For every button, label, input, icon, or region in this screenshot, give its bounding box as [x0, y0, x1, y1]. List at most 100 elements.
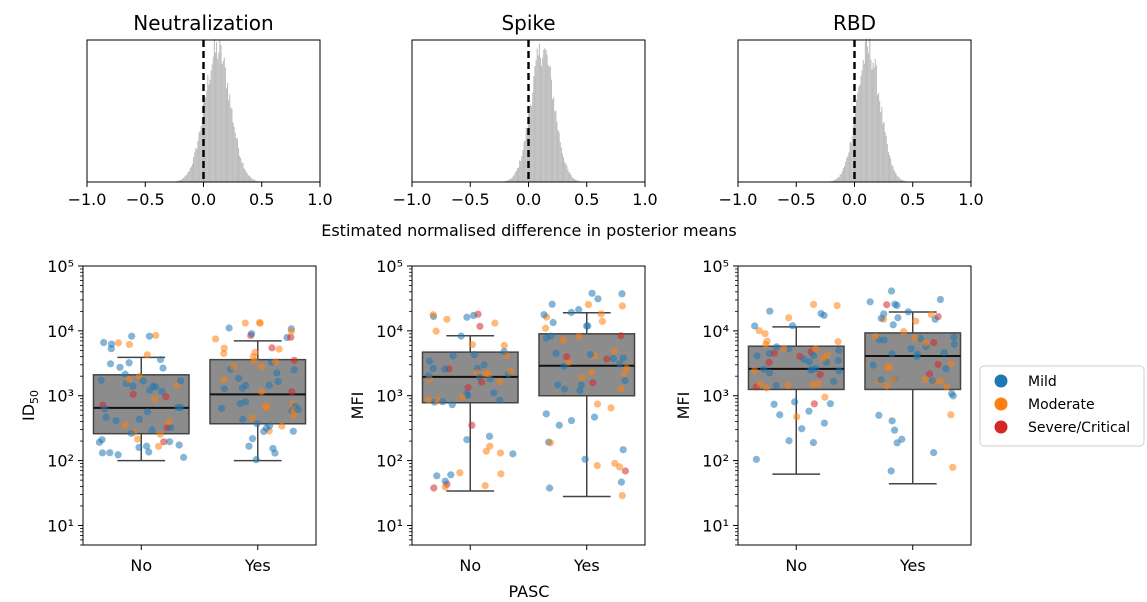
data-point: [609, 354, 617, 363]
data-point: [476, 322, 484, 330]
histogram-bar: [536, 48, 538, 183]
data-point: [165, 418, 173, 426]
data-point: [615, 463, 624, 471]
histogram-bar: [573, 178, 576, 182]
bottom-x-axis-label: PASC: [509, 582, 550, 601]
data-point: [598, 317, 606, 325]
data-point: [290, 366, 298, 374]
y-tick-label: 10³: [702, 387, 729, 406]
data-point: [540, 311, 548, 319]
x-tick-label: Yes: [244, 556, 271, 575]
histogram-bar: [190, 166, 192, 182]
histogram-bar: [556, 121, 558, 182]
y-tick-label: 10⁵: [702, 257, 729, 276]
histogram-bar: [225, 88, 228, 182]
histogram-bar: [847, 155, 849, 182]
data-point: [907, 345, 915, 353]
data-point: [258, 363, 266, 371]
histogram-bar: [533, 76, 535, 182]
data-point: [262, 424, 270, 432]
data-point: [821, 393, 829, 401]
data-point: [143, 442, 151, 450]
data-point: [486, 442, 494, 450]
y-tick-label: 10²: [47, 452, 74, 471]
x-tick-label: 0.0: [191, 190, 216, 209]
shared-x-axis-label: Estimated normalised difference in poste…: [321, 221, 737, 240]
histogram-bar: [528, 112, 531, 182]
data-point: [834, 356, 842, 364]
x-tick-label: No: [785, 556, 807, 575]
data-point: [152, 331, 160, 339]
legend-label: Severe/Critical: [1028, 420, 1130, 436]
data-point: [443, 315, 451, 323]
data-point: [880, 336, 888, 344]
histogram-bar: [567, 169, 569, 182]
histogram-bar: [250, 177, 252, 182]
histogram-bar: [547, 65, 549, 182]
data-point: [921, 376, 929, 384]
histogram-bar: [205, 97, 207, 182]
data-point: [930, 449, 938, 457]
histogram-bar: [247, 175, 249, 182]
histogram-bar: [872, 62, 874, 182]
x-tick-label: 0.5: [900, 190, 925, 209]
histogram-bar: [507, 180, 509, 182]
data-point: [890, 426, 899, 434]
histogram-bar: [870, 59, 872, 182]
histogram-bar: [523, 141, 525, 182]
box-no: [92, 374, 190, 435]
histogram-bar: [216, 42, 218, 182]
y-axis-label: MFI: [348, 392, 367, 420]
histogram-bar: [527, 113, 529, 182]
data-point: [947, 411, 955, 419]
data-point: [926, 370, 934, 378]
data-point: [166, 438, 174, 446]
histogram-bar: [522, 149, 524, 182]
data-point: [586, 350, 595, 358]
data-point: [273, 369, 281, 377]
histogram-bar: [245, 171, 247, 182]
data-point: [875, 411, 883, 419]
histogram-bar: [510, 178, 512, 182]
data-point: [548, 300, 556, 308]
histogram-bar: [234, 132, 236, 182]
data-point: [820, 419, 828, 427]
data-point: [950, 340, 959, 348]
histogram-bar: [857, 93, 859, 182]
histogram-bar: [895, 173, 897, 182]
data-point: [251, 348, 259, 357]
data-point: [114, 451, 122, 459]
histogram-bar: [186, 174, 188, 182]
histogram-bar: [515, 171, 517, 182]
data-point: [238, 384, 246, 392]
data-point: [143, 408, 152, 416]
data-point: [780, 344, 788, 353]
histogram-bar: [851, 136, 853, 182]
histogram-bar: [896, 176, 898, 182]
histogram-bar: [882, 123, 884, 182]
histogram-bar: [838, 176, 840, 182]
histogram-bar: [244, 169, 246, 182]
data-point: [593, 400, 602, 408]
histogram-bar: [553, 97, 555, 182]
histogram-bar: [243, 168, 245, 182]
histogram-bar: [256, 180, 258, 182]
histogram-bar: [524, 140, 526, 182]
data-point: [287, 327, 296, 335]
histogram-bar: [904, 180, 906, 182]
data-point: [287, 333, 295, 341]
data-point: [784, 381, 792, 390]
histogram-bar: [237, 148, 240, 182]
data-point: [788, 322, 797, 330]
histogram-bar: [862, 60, 864, 182]
histogram-bar: [200, 125, 202, 182]
histogram-panel-rbd: −1.0 −0.5 0.0 0.5 1.0 RBD: [719, 11, 984, 209]
histogram-bar: [177, 180, 179, 182]
x-tick-label: No: [130, 556, 152, 575]
data-point: [229, 363, 238, 371]
histogram-bar: [558, 132, 560, 182]
data-point: [756, 380, 764, 388]
data-point: [765, 358, 773, 367]
data-point: [826, 400, 834, 408]
data-point: [869, 361, 877, 369]
